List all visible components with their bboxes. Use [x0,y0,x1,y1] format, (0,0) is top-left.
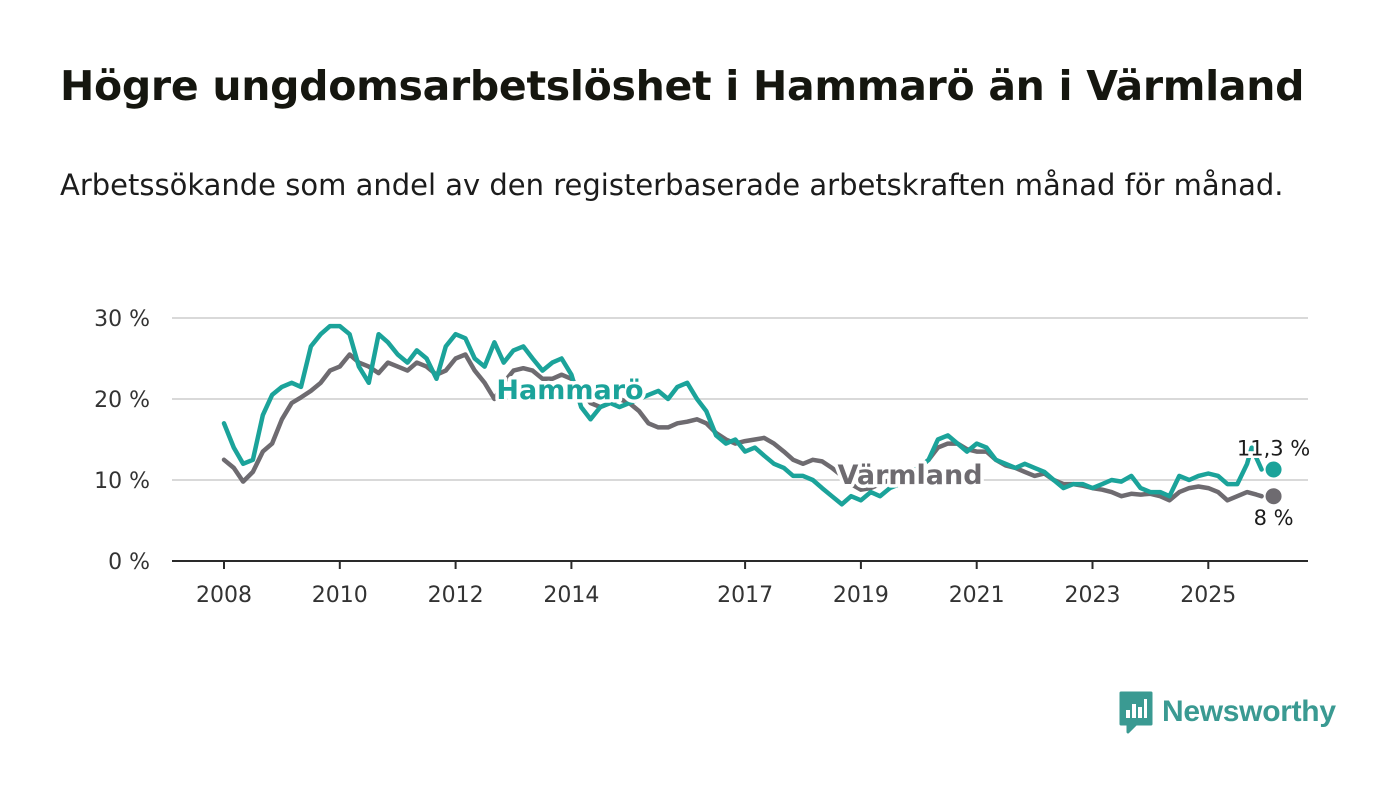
x-tick-label: 2023 [1065,583,1121,608]
x-tick-label: 2012 [428,583,484,608]
series-end-point [1265,461,1282,478]
x-tick-label: 2019 [833,583,889,608]
series-label: Hammarö [496,375,643,406]
x-tick-label: 2014 [543,583,599,608]
x-tick-label: 2021 [949,583,1005,608]
y-tick-label: 10 % [94,469,150,494]
x-tick-label: 2017 [717,583,773,608]
series-end-point [1265,488,1282,505]
y-tick-label: 0 % [108,550,150,575]
y-tick-label: 20 % [94,388,150,413]
brand-name: Newsworthy [1162,695,1336,728]
series-line-v-rmland [221,352,1264,503]
y-tick-label: 30 % [94,307,150,332]
series-label: Värmland [837,460,982,491]
x-tick-label: 2010 [312,583,368,608]
newsworthy-logo: Newsworthy [1118,690,1336,734]
series-line-hammar- [221,323,1264,507]
x-tick-label: 2025 [1180,583,1236,608]
x-tick-label: 2008 [196,583,252,608]
end-value-label: 11,3 % [1237,436,1310,460]
chart-subtitle: Arbetssökande som andel av den registerb… [60,168,1284,202]
bar-chart-chat-bubble-icon [1119,691,1153,734]
chart-title: Högre ungdomsarbetslöshet i Hammarö än i… [60,62,1305,110]
end-value-label: 8 % [1254,506,1294,530]
